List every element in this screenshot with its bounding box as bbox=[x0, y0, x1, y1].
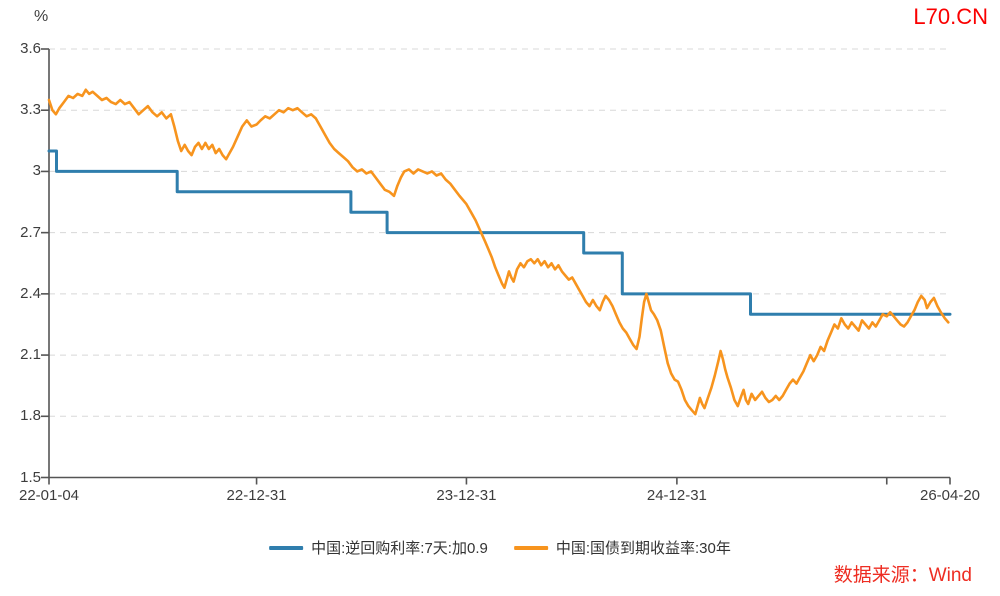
legend-item-repo-rate: 中国:逆回购利率:7天:加0.9 bbox=[269, 537, 488, 558]
y-axis-label: 2.4 bbox=[20, 284, 41, 302]
legend-label: 中国:国债到期收益率:30年 bbox=[555, 540, 731, 557]
y-axis-label: 2.1 bbox=[20, 346, 41, 364]
series-line-repo-rate bbox=[47, 149, 952, 316]
x-axis-label: 22-12-31 bbox=[226, 487, 287, 504]
y-axis-label: 3.3 bbox=[20, 101, 41, 119]
x-axis-label: 22-01-04 bbox=[18, 487, 80, 504]
legend-swatch-blue-line bbox=[269, 545, 304, 550]
legend-label: 中国:逆回购利率:7天:加0.9 bbox=[311, 540, 488, 557]
y-axis-unit-label: % bbox=[34, 8, 49, 25]
y-axis-label: 3 bbox=[32, 162, 41, 180]
chart-legend: 中国:逆回购利率:7天:加0.9 中国:国债到期收益率:30年 bbox=[269, 537, 731, 558]
x-axis-label: 24-12-31 bbox=[646, 487, 707, 504]
y-axis-label: 1.5 bbox=[20, 468, 41, 486]
legend-item-bond-yield: 中国:国债到期收益率:30年 bbox=[513, 537, 731, 558]
y-axis-label: 3.6 bbox=[20, 40, 41, 57]
legend-swatch-orange-line bbox=[513, 545, 548, 550]
x-axis-label: 26-04-20 bbox=[919, 487, 981, 504]
data-source-note: 数据来源：Wind bbox=[833, 565, 972, 586]
watermark-code: L70.CN bbox=[913, 4, 988, 29]
y-axis-label: 1.8 bbox=[20, 407, 41, 425]
series-line-bond-yield bbox=[47, 88, 950, 416]
y-axis-label: 2.7 bbox=[20, 223, 41, 241]
x-axis-label: 23-12-31 bbox=[436, 487, 497, 504]
